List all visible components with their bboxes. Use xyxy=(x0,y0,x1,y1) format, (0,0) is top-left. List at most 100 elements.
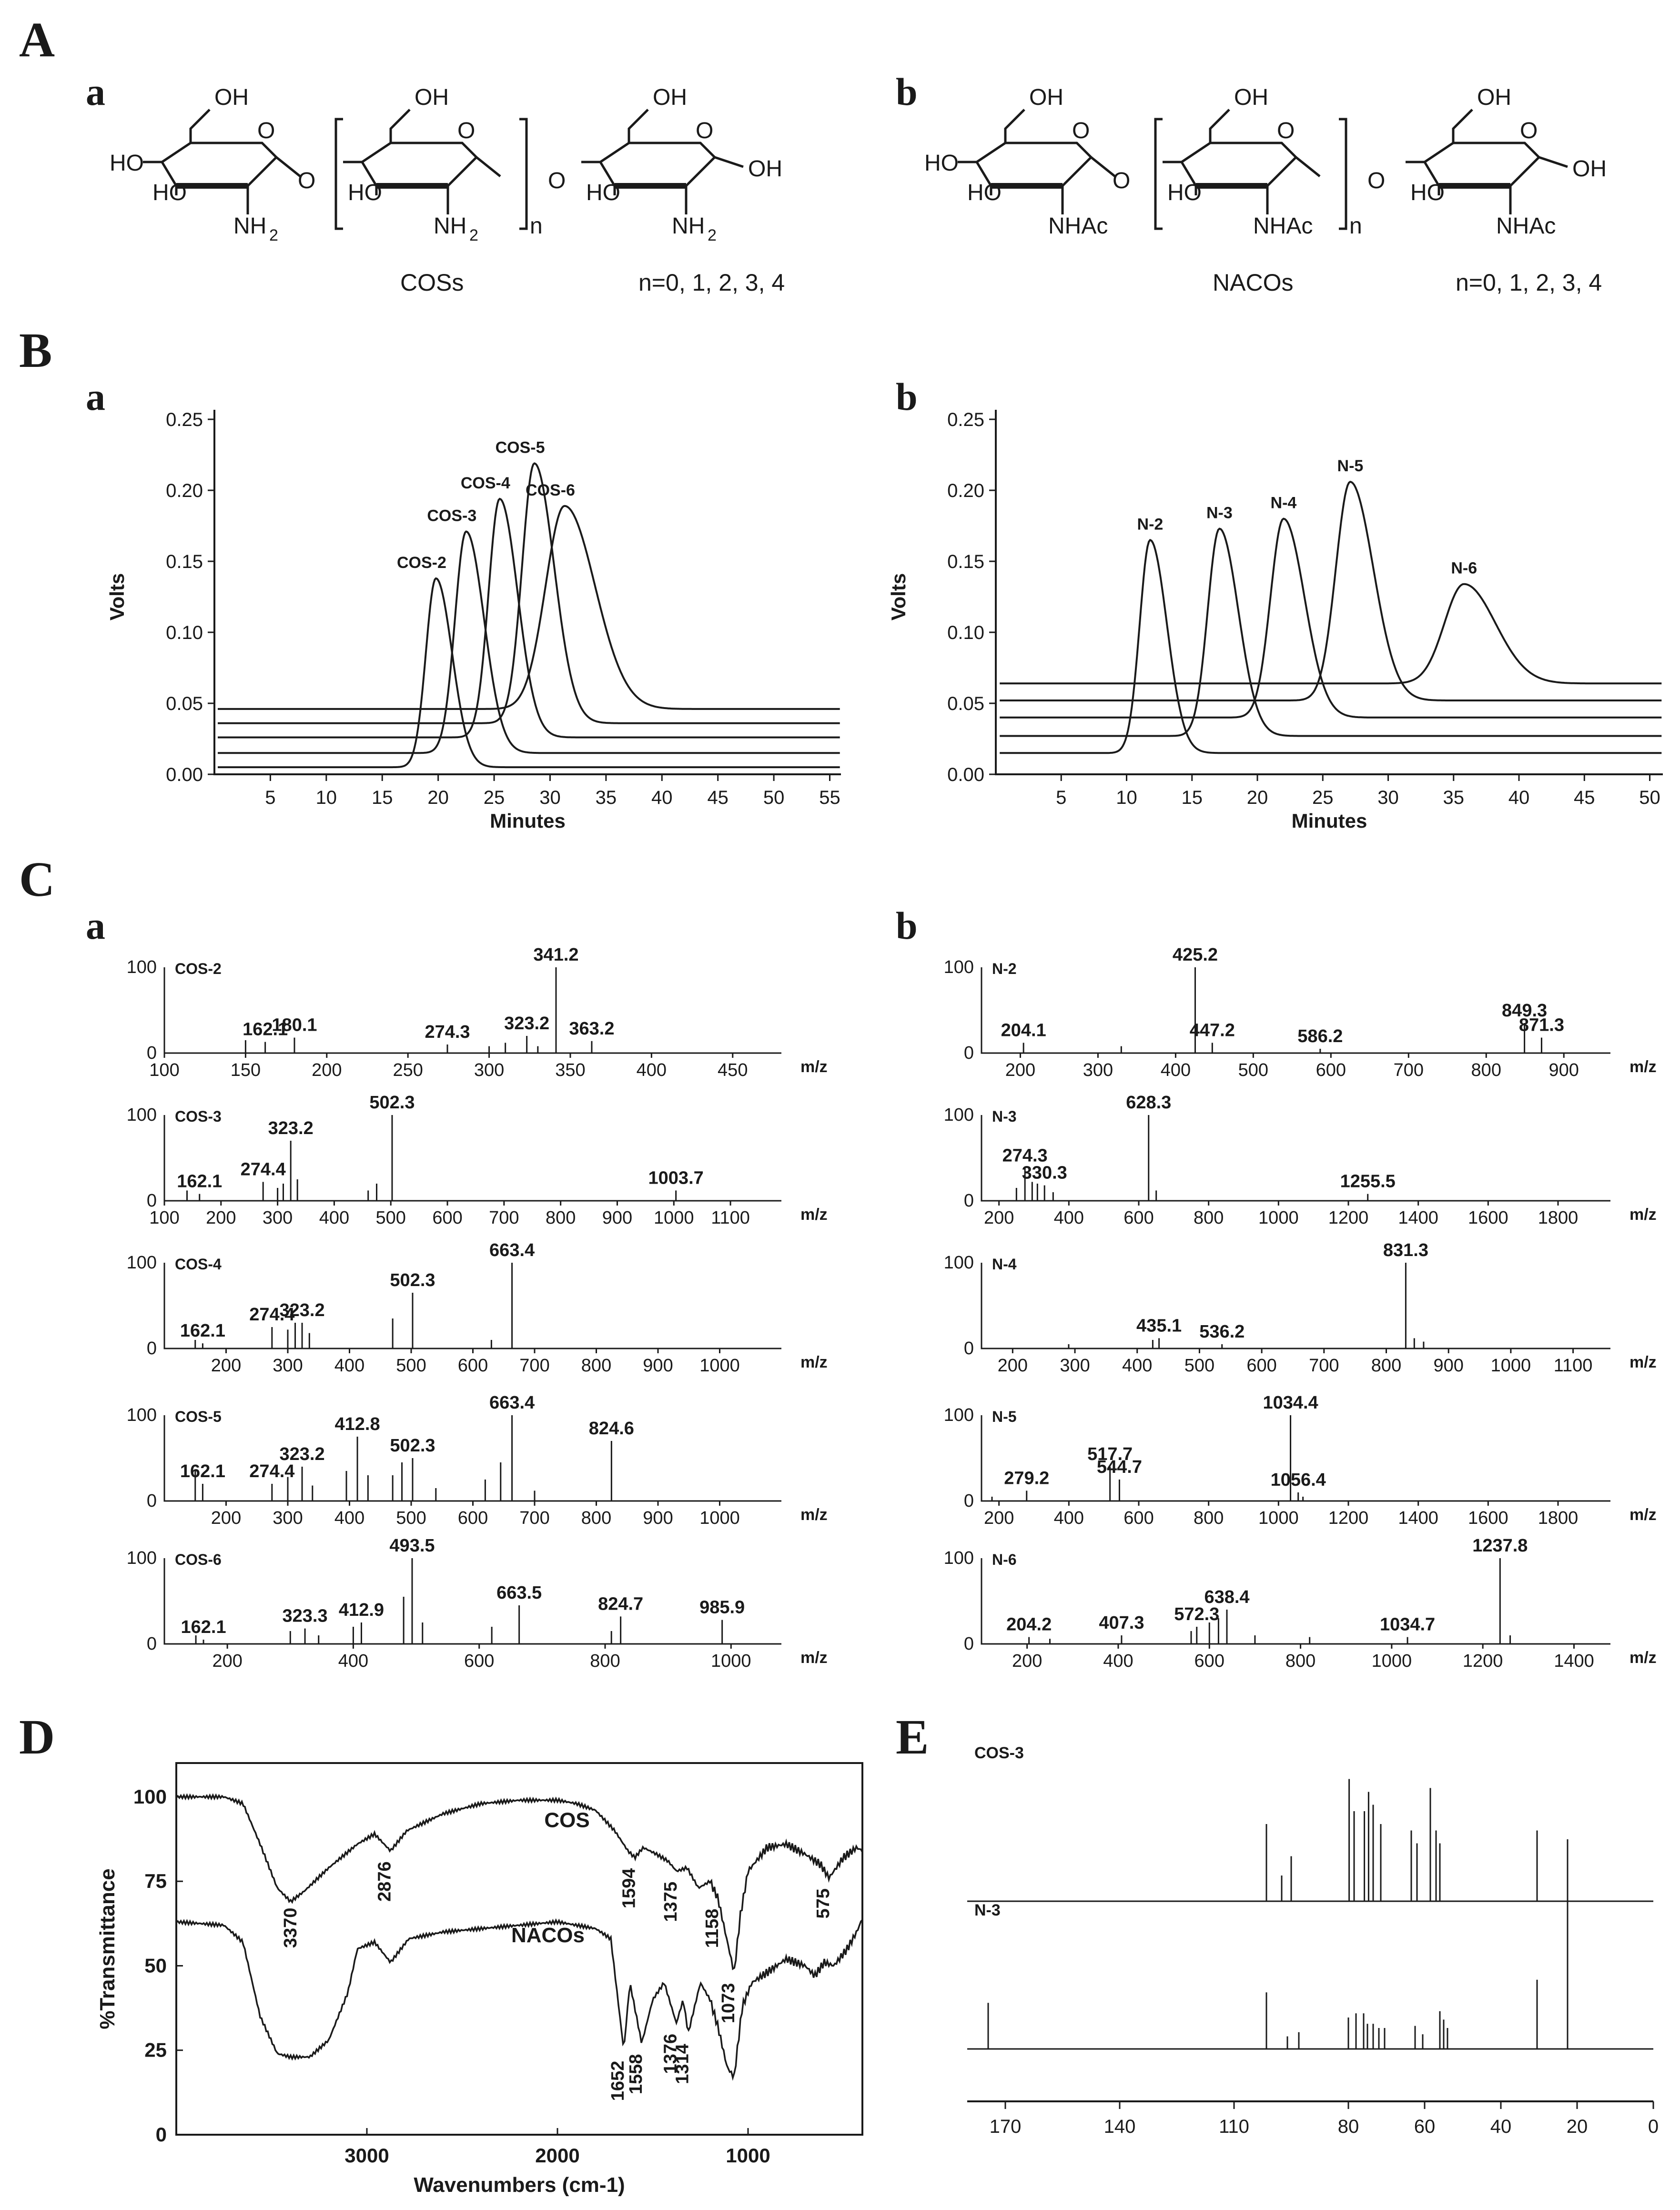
ms-n-5-ytick-0: 0 xyxy=(964,1491,974,1511)
ms-n-4-axes xyxy=(981,1263,1610,1349)
ms-n-2-xtick-label: 700 xyxy=(1394,1060,1424,1080)
ms-n-2-peak-label: 871.3 xyxy=(1519,1015,1564,1035)
ms-cos-4-peak-label: 323.2 xyxy=(279,1300,324,1320)
nmr-xtick-label: 80 xyxy=(1338,2116,1359,2137)
ms-cos-5-xtick-label: 200 xyxy=(211,1508,241,1528)
ms-n-6-xtick-label: 600 xyxy=(1194,1651,1225,1671)
ms-cos-4-peak-label: 502.3 xyxy=(390,1270,435,1290)
svg-text:OH: OH xyxy=(214,85,249,110)
chromatogram-b-ytick-label: 0.20 xyxy=(947,480,984,501)
ms-n-3-peak-label: 274.3 xyxy=(1002,1146,1048,1166)
ms-n-4-name: N-4 xyxy=(992,1256,1017,1273)
ftir-series-cos xyxy=(175,1793,863,1970)
ms-n-5-axes xyxy=(981,1415,1610,1502)
ms-cos-6-ytick-100: 100 xyxy=(127,1548,157,1568)
ms-cos-2-xtick-label: 350 xyxy=(555,1060,585,1080)
ms-n-3-xtick-label: 200 xyxy=(984,1208,1014,1228)
chromatogram-b-xtick-label: 10 xyxy=(1116,787,1137,808)
svg-text:HO: HO xyxy=(586,180,620,205)
ms-cos-3-xtick-label: 900 xyxy=(602,1208,632,1228)
chromatogram-a-peak-label: COS-3 xyxy=(427,507,476,525)
ftir-peak-label: 1652 xyxy=(608,2061,628,2101)
ms-cos-6-xtick-label: 800 xyxy=(590,1651,620,1671)
ms-n-2-xtick-label: 300 xyxy=(1083,1060,1113,1080)
panel-label-B: B xyxy=(19,323,52,378)
chromatogram-a-xtick-label: 35 xyxy=(596,787,617,808)
ms-cos-4-xtick-label: 200 xyxy=(211,1356,241,1376)
ms-cos-5-xtick-label: 400 xyxy=(334,1508,364,1528)
svg-text:OH: OH xyxy=(1029,85,1063,110)
ms-n-3-xlabel: m/z xyxy=(1629,1206,1657,1224)
ms-cos-2-xtick-label: 200 xyxy=(312,1060,342,1080)
ms-n-3-xtick-label: 600 xyxy=(1123,1208,1154,1228)
ms-cos-2-xtick-label: 450 xyxy=(718,1060,748,1080)
ms-cos-5-xtick-label: 900 xyxy=(643,1508,673,1528)
svg-text:OH: OH xyxy=(1572,156,1607,182)
ms-n-4-peak-label: 831.3 xyxy=(1383,1240,1428,1260)
nmr-xtick-label: 20 xyxy=(1567,2116,1588,2137)
svg-text:HO: HO xyxy=(348,180,382,205)
ms-cos-5-ytick-100: 100 xyxy=(127,1405,157,1425)
ms-n-6-xlabel: m/z xyxy=(1629,1649,1657,1667)
ms-cos-2-peak-label: 162.1 xyxy=(243,1020,288,1040)
nmr-xtick-label: 40 xyxy=(1490,2116,1512,2137)
chromatogram-b-axes xyxy=(995,410,1663,775)
svg-text:n: n xyxy=(1349,213,1362,239)
chromatogram-b-series-n-4 xyxy=(1000,517,1662,719)
ms-n-6-peak-label: 572.3 xyxy=(1174,1604,1219,1624)
chromatogram-b-ytick-label: 0.05 xyxy=(947,693,984,714)
svg-text:OH: OH xyxy=(415,85,449,110)
ms-cos-5-xlabel: m/z xyxy=(800,1506,828,1524)
nacos-ring-1: O OH HO HO NHAc xyxy=(924,85,1116,239)
ms-n-3-xtick-label: 1400 xyxy=(1398,1208,1438,1228)
ms-n-4-xtick-label: 600 xyxy=(1246,1356,1276,1376)
nacos-ring-3: O OH HO NHAc OH xyxy=(1406,85,1607,239)
ms-n-5-xtick-label: 1600 xyxy=(1468,1508,1508,1528)
chromatogram-b-xtick-label: 5 xyxy=(1056,787,1066,808)
ms-n-3-xtick-label: 1800 xyxy=(1538,1208,1579,1228)
ms-cos-2-peak-label: 363.2 xyxy=(569,1019,614,1039)
ms-n-4-xtick-label: 400 xyxy=(1122,1356,1152,1376)
svg-text:HO: HO xyxy=(967,180,1002,205)
ms-n-3-xtick-label: 1600 xyxy=(1468,1208,1508,1228)
chromatogram-a-xtick-label: 15 xyxy=(372,787,393,808)
ms-cos-3-xtick-label: 600 xyxy=(432,1208,462,1228)
svg-text:O: O xyxy=(298,168,315,193)
svg-text:O: O xyxy=(1367,168,1385,193)
structure-cos: O OH HO HO NH 2 O O OH HO NH 2 n O O OH … xyxy=(110,85,785,296)
ms-n-4-peak-label: 435.1 xyxy=(1136,1316,1182,1336)
ftir-ytick-label: 25 xyxy=(144,2039,167,2061)
ms-cos-4-xtick-label: 900 xyxy=(643,1356,673,1376)
ms-n-2-xtick-label: 400 xyxy=(1161,1060,1191,1080)
nmr-xtick-label: 0 xyxy=(1648,2116,1659,2137)
panel-label-Ab: b xyxy=(896,70,918,113)
ms-cos-6-peak-label: 824.7 xyxy=(598,1594,643,1614)
nmr-xtick-label: 170 xyxy=(990,2116,1022,2137)
ftir-chart: 3000 2000 1000 0 25 50 75 100 Wavenumbers (cm-1)… xyxy=(96,1762,863,2197)
ms-n-3-xtick-label: 800 xyxy=(1194,1208,1224,1228)
ms-n-4-xtick-label: 1000 xyxy=(1491,1356,1531,1376)
panel-label-Ca: a xyxy=(86,904,105,947)
ms-cos-4-xtick-label: 300 xyxy=(273,1356,303,1376)
ms-n-2-xtick-label: 200 xyxy=(1005,1060,1035,1080)
ftir-peak-label: 1375 xyxy=(661,1882,681,1922)
cos-ring-2: O OH HO NH 2 xyxy=(343,85,501,244)
chromatogram-b-xtick-label: 35 xyxy=(1443,787,1465,808)
svg-text:O: O xyxy=(257,118,275,143)
ms-n-6-name: N-6 xyxy=(992,1551,1017,1568)
svg-text:OH: OH xyxy=(653,85,687,110)
ms-cos-4-ytick-0: 0 xyxy=(147,1338,157,1358)
ftir-ytick-label: 0 xyxy=(156,2123,167,2146)
ms-cos-4-ytick-100: 100 xyxy=(127,1253,157,1273)
ms-cos-2-ytick-100: 100 xyxy=(127,957,157,977)
chromatogram-b-xtick-label: 45 xyxy=(1574,787,1595,808)
ms-n-6-peak-label: 1237.8 xyxy=(1472,1536,1528,1556)
ms-n-6-xtick-label: 400 xyxy=(1103,1651,1133,1671)
ms-n-6-peak-label: 1034.7 xyxy=(1380,1615,1435,1635)
ms-cos-3-xtick-label: 300 xyxy=(263,1208,293,1228)
ms-n-6-xtick-label: 800 xyxy=(1285,1651,1316,1671)
